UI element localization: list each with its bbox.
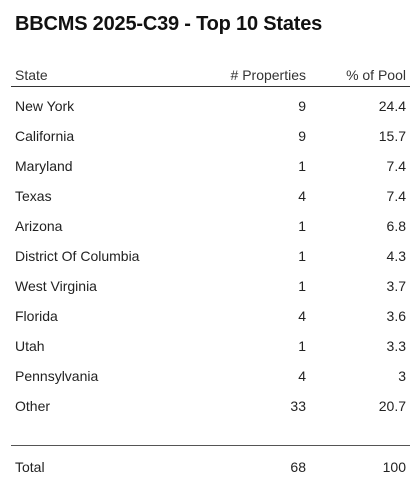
cell-properties: 1 bbox=[298, 248, 306, 264]
total-row: Total 68 100 bbox=[11, 457, 410, 477]
table-row: Pennsylvania 4 3 bbox=[11, 366, 410, 396]
table-row: New York 9 24.4 bbox=[11, 96, 410, 126]
cell-pool: 4.3 bbox=[386, 248, 406, 264]
cell-properties: 1 bbox=[298, 278, 306, 294]
cell-pool: 6.8 bbox=[386, 218, 406, 234]
table-row: Utah 1 3.3 bbox=[11, 336, 410, 366]
cell-properties: 33 bbox=[290, 398, 306, 414]
cell-pool: 3.6 bbox=[386, 308, 406, 324]
cell-state: Other bbox=[15, 398, 51, 414]
page-title: BBCMS 2025-C39 - Top 10 States bbox=[15, 13, 323, 35]
total-properties: 68 bbox=[290, 459, 306, 475]
cell-state: Pennsylvania bbox=[15, 368, 99, 384]
cell-state: West Virginia bbox=[15, 278, 97, 294]
cell-state: California bbox=[15, 128, 75, 144]
cell-pool: 7.4 bbox=[386, 188, 406, 204]
cell-properties: 9 bbox=[298, 98, 306, 114]
cell-properties: 9 bbox=[298, 128, 306, 144]
total-label: Total bbox=[15, 459, 45, 475]
table-row: West Virginia 1 3.7 bbox=[11, 276, 410, 306]
table-body: New York 9 24.4 California 9 15.7 Maryla… bbox=[11, 96, 410, 426]
total-pool: 100 bbox=[382, 459, 406, 475]
table-row: California 9 15.7 bbox=[11, 126, 410, 156]
cell-pool: 15.7 bbox=[378, 128, 406, 144]
table-row: Other 33 20.7 bbox=[11, 396, 410, 426]
header-pool: % of Pool bbox=[346, 67, 406, 83]
cell-pool: 20.7 bbox=[378, 398, 406, 414]
table-row: Arizona 1 6.8 bbox=[11, 216, 410, 246]
cell-pool: 3 bbox=[398, 368, 406, 384]
cell-state: Texas bbox=[15, 188, 52, 204]
cell-properties: 1 bbox=[298, 218, 306, 234]
cell-properties: 1 bbox=[298, 158, 306, 174]
cell-pool: 24.4 bbox=[378, 98, 406, 114]
table-header: State # Properties % of Pool bbox=[11, 66, 410, 87]
header-state: State bbox=[15, 67, 48, 83]
cell-properties: 4 bbox=[298, 308, 306, 324]
cell-state: Maryland bbox=[15, 158, 73, 174]
cell-pool: 3.3 bbox=[386, 338, 406, 354]
table-row: Florida 4 3.6 bbox=[11, 306, 410, 336]
cell-properties: 4 bbox=[298, 368, 306, 384]
cell-state: New York bbox=[15, 98, 75, 114]
total-divider bbox=[11, 445, 410, 446]
cell-pool: 7.4 bbox=[386, 158, 406, 174]
table-row: Texas 4 7.4 bbox=[11, 186, 410, 216]
cell-properties: 4 bbox=[298, 188, 306, 204]
cell-properties: 1 bbox=[298, 338, 306, 354]
cell-pool: 3.7 bbox=[386, 278, 406, 294]
cell-state: Florida bbox=[15, 308, 58, 324]
cell-state: District Of Columbia bbox=[15, 248, 140, 264]
cell-state: Arizona bbox=[15, 218, 63, 234]
table-row: Maryland 1 7.4 bbox=[11, 156, 410, 186]
cell-state: Utah bbox=[15, 338, 45, 354]
header-properties: # Properties bbox=[230, 67, 306, 83]
table-row: District Of Columbia 1 4.3 bbox=[11, 246, 410, 276]
